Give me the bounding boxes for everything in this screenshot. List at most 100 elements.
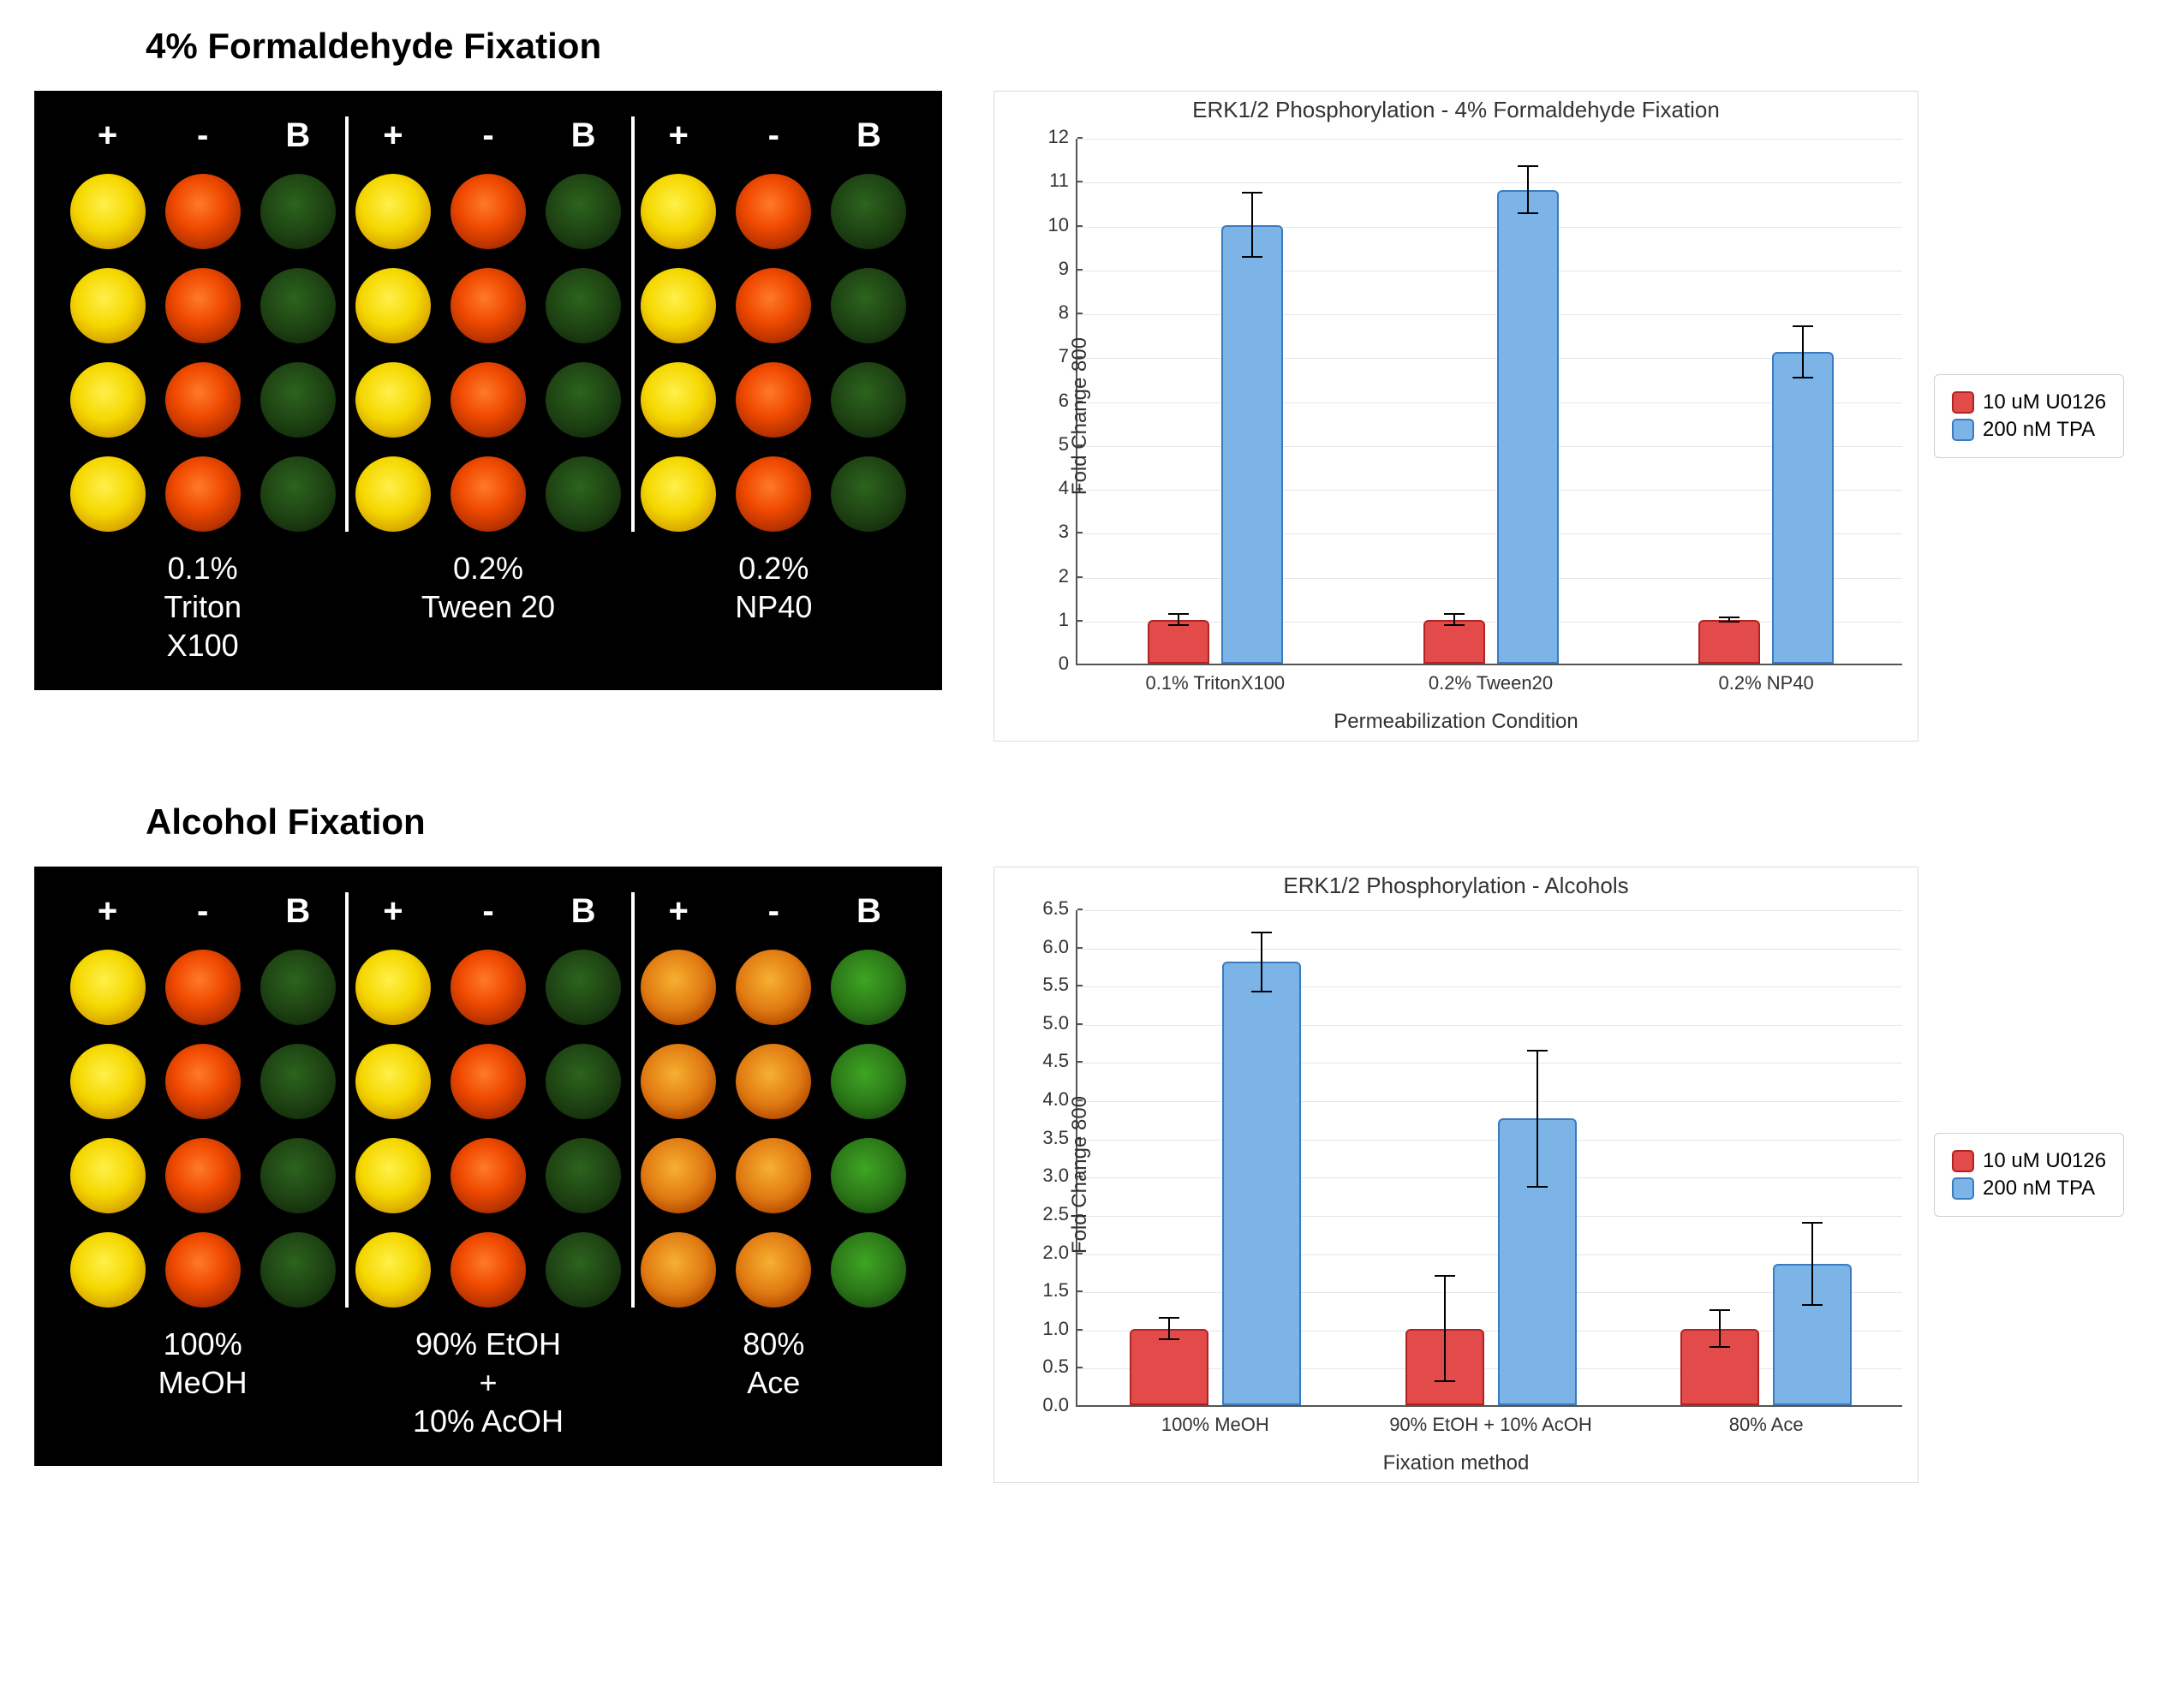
well-row [60, 268, 916, 343]
well [641, 362, 716, 438]
well [546, 456, 621, 532]
y-tick: 1.5 [1042, 1279, 1077, 1302]
error-bar [1802, 325, 1804, 378]
chart-title: ERK1/2 Phosphorylation - 4% Formaldehyde… [994, 97, 1918, 123]
legend-label: 10 uM U0126 [1983, 390, 2106, 414]
plate-col-header: B [540, 116, 626, 155]
panel-row: +-B+-B+-B100% MeOH90% EtOH + 10% AcOH80%… [34, 867, 2150, 1483]
y-axis-label: Fold Change 800 [1068, 1096, 1092, 1254]
y-tick: 12 [1048, 126, 1077, 148]
x-tick-label: 0.2% NP40 [1719, 672, 1814, 694]
well [165, 950, 241, 1025]
legend-swatch [1952, 391, 1974, 414]
well [165, 268, 241, 343]
grid-line [1077, 139, 1902, 140]
well [451, 950, 526, 1025]
error-bar [1719, 1309, 1721, 1348]
well [165, 362, 241, 438]
well-row [60, 950, 916, 1025]
plate-col-header: + [65, 116, 151, 155]
well [70, 950, 146, 1025]
well [451, 456, 526, 532]
well [831, 268, 906, 343]
plate-divider [345, 892, 349, 1308]
well [355, 1044, 431, 1119]
error-bar [1251, 192, 1253, 258]
x-axis-label: Fixation method [994, 1451, 1918, 1475]
legend-item: 10 uM U0126 [1952, 390, 2106, 414]
error-bar [1728, 617, 1730, 623]
plate-col-header: B [826, 116, 911, 155]
grid-line [1077, 910, 1902, 911]
plate-col-header: B [255, 116, 341, 155]
plate-col-header: + [350, 116, 436, 155]
plate-col-header: B [255, 892, 341, 931]
well-row [60, 1232, 916, 1308]
well [451, 1138, 526, 1213]
bar [1772, 352, 1834, 664]
well [736, 362, 811, 438]
well [355, 362, 431, 438]
well [641, 174, 716, 249]
y-tick: 3 [1059, 521, 1077, 543]
plate-col-header: - [160, 892, 246, 931]
grid-line [1077, 227, 1902, 228]
legend-label: 10 uM U0126 [1983, 1149, 2106, 1173]
well [641, 456, 716, 532]
legend: 10 uM U0126 200 nM TPA [1934, 1133, 2124, 1217]
panel: 4% Formaldehyde Fixation+-B+-B+-B0.1% Tr… [34, 26, 2150, 742]
well [831, 456, 906, 532]
section-title: 4% Formaldehyde Fixation [146, 26, 2150, 67]
section-title: Alcohol Fixation [146, 801, 2150, 843]
bar [1221, 225, 1283, 664]
well [260, 950, 336, 1025]
well [165, 1044, 241, 1119]
well [641, 1138, 716, 1213]
well [831, 1232, 906, 1308]
x-tick-label: 100% MeOH [1161, 1414, 1269, 1436]
legend-label: 200 nM TPA [1983, 1177, 2095, 1201]
y-tick: 0 [1059, 652, 1077, 675]
well [355, 950, 431, 1025]
grid-line [1077, 949, 1902, 950]
well [546, 1232, 621, 1308]
bar [1130, 1329, 1208, 1405]
well-plate: +-B+-B+-B100% MeOH90% EtOH + 10% AcOH80%… [34, 867, 942, 1466]
chart-title: ERK1/2 Phosphorylation - Alcohols [994, 873, 1918, 899]
x-axis-label: Permeabilization Condition [994, 710, 1918, 734]
plate-col-header: B [826, 892, 911, 931]
plate-col-header: - [445, 116, 531, 155]
grid-line [1077, 1025, 1902, 1026]
well [165, 1138, 241, 1213]
error-bar [1178, 613, 1179, 626]
bar [1497, 190, 1559, 664]
well [165, 456, 241, 532]
x-tick-label: 90% EtOH + 10% AcOH [1389, 1414, 1592, 1436]
legend-item: 200 nM TPA [1952, 418, 2106, 442]
error-bar [1261, 932, 1262, 992]
condition-label: 0.2% Tween 20 [345, 549, 630, 664]
well [546, 174, 621, 249]
legend-label: 200 nM TPA [1983, 418, 2095, 442]
error-bar [1168, 1317, 1170, 1340]
y-tick: 5.5 [1042, 974, 1077, 996]
condition-label: 0.1% Triton X100 [60, 549, 345, 664]
plate-col-header: - [160, 116, 246, 155]
plate-col-header: + [350, 892, 436, 931]
well [355, 174, 431, 249]
well [641, 268, 716, 343]
error-bar [1537, 1050, 1538, 1188]
bar [1148, 620, 1209, 664]
panel: Alcohol Fixation+-B+-B+-B100% MeOH90% Et… [34, 801, 2150, 1483]
well [736, 174, 811, 249]
y-tick: 10 [1048, 214, 1077, 236]
well [355, 1138, 431, 1213]
legend-item: 200 nM TPA [1952, 1177, 2106, 1201]
well [831, 1044, 906, 1119]
x-tick-label: 0.2% Tween20 [1429, 672, 1553, 694]
well [546, 268, 621, 343]
plate-divider [345, 116, 349, 532]
y-tick: 11 [1049, 170, 1077, 192]
x-tick-label: 0.1% TritonX100 [1145, 672, 1285, 694]
well [451, 362, 526, 438]
